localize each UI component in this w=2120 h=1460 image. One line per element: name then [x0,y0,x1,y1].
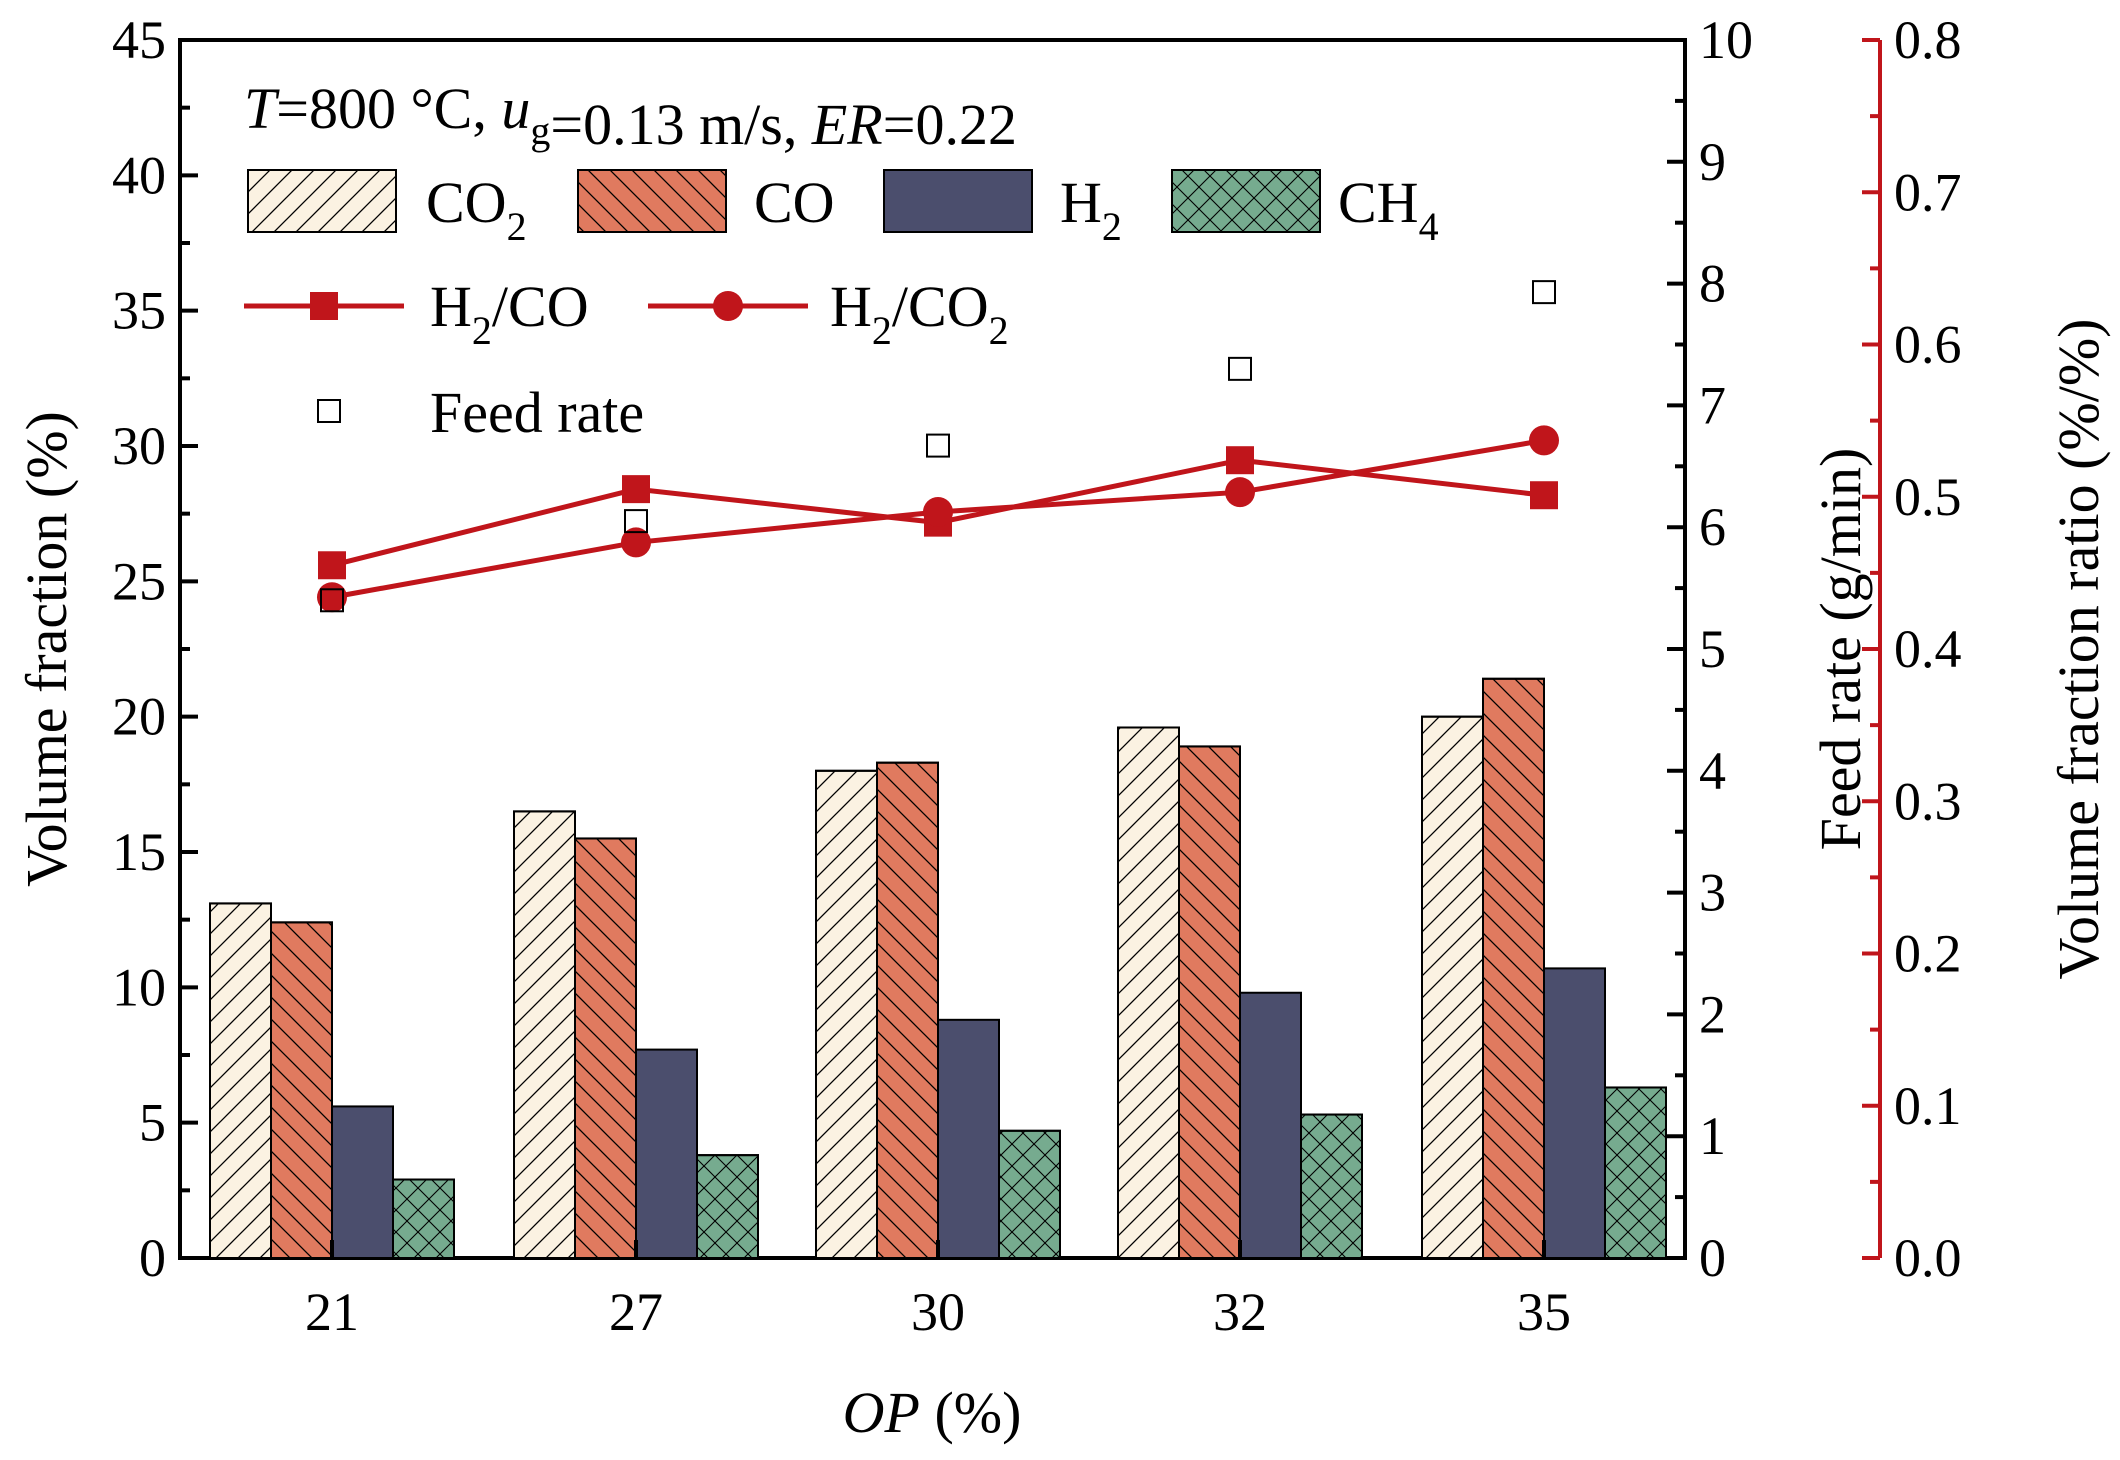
y-right2-tick-label: 0.5 [1894,467,1962,527]
bar-co-32-pattern [1178,745,1241,1259]
y-right2-tick-label: 0.4 [1894,619,1962,679]
y-right1-tick-label: 0 [1699,1228,1726,1288]
feed-rate-point-27 [624,509,648,534]
y-right1-tick-label: 4 [1699,741,1726,801]
legend-label-feed-rate: Feed rate [430,380,644,445]
bars-layer [209,677,1667,1260]
legend-label-co2: CO2 [426,170,527,249]
legend-label-ch4: CH4 [1338,170,1439,249]
y-right1-axis-title: Feed rate (g/min) [1808,448,1873,851]
point-h2-co2-27 [621,527,651,558]
legend-label-line-1: H2/CO2 [830,274,1009,353]
feed-rate-point-30 [926,433,950,458]
legend-label-line-0: H2/CO [430,274,589,353]
legend-label-co: CO [754,170,835,235]
bar-co2-21-pattern [209,902,272,1260]
y-right1-tick-label: 8 [1699,254,1726,314]
y-right2-axis-title: Volume fraction ratio (%/%) [2046,319,2111,980]
bar-co2-32-pattern [1117,726,1180,1259]
y-right2-tick-label: 0.2 [1894,924,1962,984]
bar-co-30-pattern [876,761,939,1259]
y-right2-tick-label: 0.0 [1894,1228,1962,1288]
x-tick-label-32: 32 [1213,1282,1267,1342]
legend: CO2 CO H2 CH4 H2/CO H2/CO2 Feed rate [244,169,1439,445]
point-h2-co-21 [318,551,346,580]
y-right1-tick-label: 7 [1699,375,1726,435]
bar-h2-35 [1543,967,1606,1259]
y-left-tick-label: 20 [112,687,166,747]
x-tick-label-21: 21 [305,1282,359,1342]
y-left-tick-label: 5 [139,1093,166,1153]
axes-layer: 0510152025303540450123456789100.00.10.20… [112,10,1962,1342]
bar-co-27-pattern [574,837,637,1259]
legend-marker-circle [713,291,743,321]
condition-annotation: T=800 °C, ug=0.13 m/s, ER=0.22 [244,76,1017,157]
y-left-tick-label: 40 [112,145,166,205]
bar-co2-30-pattern [815,769,878,1259]
legend-swatch-pattern [247,169,397,233]
scatter-layer [320,280,1556,613]
bar-ch4-21-pattern [392,1178,455,1260]
x-tick-label-35: 35 [1517,1282,1571,1342]
y-right1-tick-label: 10 [1699,10,1753,70]
point-h2-co-27 [622,475,650,504]
bar-h2-30 [937,1018,1000,1260]
feed-rate-point-35 [1532,280,1556,305]
bar-ch4-27-pattern [696,1154,759,1259]
y-right1-tick-label: 1 [1699,1106,1726,1166]
bar-h2-27 [635,1048,698,1259]
y-right2-tick-label: 0.1 [1894,1076,1962,1136]
y-right1-tick-label: 2 [1699,984,1726,1044]
y-right2-tick-label: 0.3 [1894,771,1962,831]
x-tick-label-30: 30 [911,1282,965,1342]
point-h2-co2-35 [1529,425,1559,456]
point-h2-co2-32 [1225,477,1255,508]
y-left-tick-label: 25 [112,551,166,611]
legend-swatch-h2 [883,169,1033,233]
bar-co2-35-pattern [1421,715,1484,1259]
bar-ch4-35-pattern [1604,1086,1667,1259]
bar-ch4-30-pattern [998,1129,1061,1259]
point-h2-co-35 [1530,481,1558,510]
y-left-tick-label: 30 [112,416,166,476]
y-left-axis-title: Volume fraction (%) [14,411,79,887]
legend-label-h2: H2 [1060,170,1122,249]
y-left-tick-label: 10 [112,957,166,1017]
y-right2-tick-label: 0.7 [1894,162,1962,222]
point-h2-co-32 [1226,446,1254,475]
x-tick-label-27: 27 [609,1282,663,1342]
y-right1-tick-label: 5 [1699,619,1726,679]
feed-rate-point-21 [320,588,344,613]
y-right2-tick-label: 0.8 [1894,10,1962,70]
feed-rate-point-32 [1228,356,1252,381]
y-left-tick-label: 45 [112,10,166,70]
bar-co-21-pattern [270,921,333,1260]
bar-h2-32 [1239,991,1302,1259]
bar-co-35-pattern [1482,677,1545,1259]
legend-marker-square [310,292,338,320]
bar-co2-27-pattern [513,810,576,1260]
y-right1-tick-label: 9 [1699,132,1726,192]
bar-ch4-32-pattern [1300,1113,1363,1259]
y-left-tick-label: 35 [112,281,166,341]
y-left-tick-label: 15 [112,822,166,882]
legend-swatch-pattern [577,169,727,233]
y-right2-tick-label: 0.6 [1894,315,1962,375]
point-h2-co2-30 [923,496,953,527]
bar-h2-21 [331,1105,394,1259]
lines-layer [317,425,1559,613]
legend-feed-rate-marker [317,399,341,423]
y-left-tick-label: 0 [139,1228,166,1288]
y-right1-tick-label: 3 [1699,863,1726,923]
x-axis-title: OP (%) [843,1380,1022,1445]
y-right1-tick-label: 6 [1699,497,1726,557]
legend-swatch-pattern [1171,169,1321,233]
